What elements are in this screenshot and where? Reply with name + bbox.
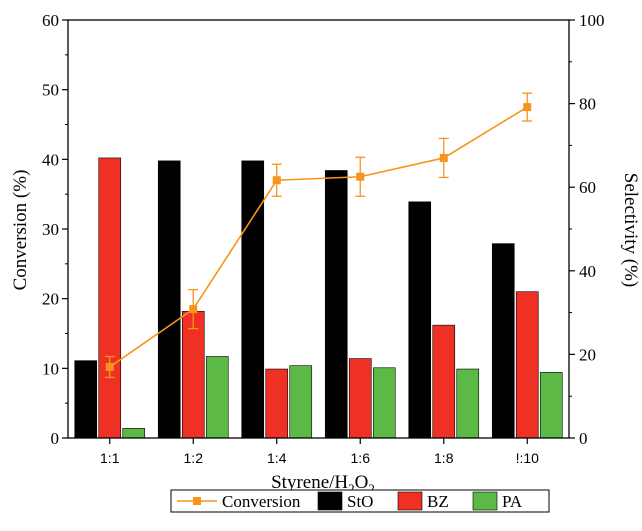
bar-pa-2	[289, 365, 313, 439]
conversion-point-4	[439, 153, 448, 162]
x-tick-label: 1:8	[434, 450, 454, 466]
bar-sto-3	[324, 170, 348, 439]
bar-bz-3	[348, 358, 372, 439]
y-right-tick-label: 60	[579, 178, 596, 197]
y-right-tick-label: 80	[579, 95, 596, 114]
x-tick-label: 1:1	[100, 450, 120, 466]
conversion-point-2	[272, 176, 281, 185]
y-right-tick-label: 0	[579, 429, 588, 448]
legend-label-conversion: Conversion	[222, 492, 301, 511]
bar-bz-4	[432, 324, 456, 439]
bar-pa-4	[456, 368, 480, 439]
bar-bz-1	[181, 311, 205, 439]
legend: Conversion StO BZ PA	[170, 489, 550, 513]
bar-bz-0	[98, 157, 122, 439]
axes-layer: 0 10 20 30 40 50 60 0 20 40 60 80 100 1:1 1:2 1:4 1:6 1:8…	[42, 11, 605, 466]
y-axis-title-right: Selectivity (%)	[620, 173, 641, 288]
y-left-tick-label: 30	[42, 220, 59, 239]
y-axis-title-left: Conversion (%)	[10, 170, 31, 291]
bar-sto-5	[491, 243, 515, 439]
y-left-tick-label: 50	[42, 81, 59, 100]
y-right-tick-label: 40	[579, 262, 596, 281]
bars-layer	[74, 157, 563, 439]
bar-pa-0	[122, 428, 146, 439]
legend-swatch-pa	[472, 491, 498, 511]
legend-box	[170, 489, 550, 513]
bar-sto-0	[74, 360, 98, 439]
conversion-point-3	[356, 172, 365, 181]
legend-marker-conversion	[193, 497, 201, 505]
legend-label-bz: BZ	[427, 492, 449, 511]
y-left-tick-label: 60	[42, 11, 59, 30]
conversion-point-0	[105, 362, 114, 371]
x-tick-label: 1:4	[267, 450, 287, 466]
y-right-tick-label: 100	[579, 11, 605, 30]
conversion-line-layer	[104, 92, 533, 379]
conversion-line	[109, 106, 528, 368]
bar-bz-5	[515, 291, 539, 439]
bar-pa-3	[372, 367, 396, 439]
y-left-tick-label: 40	[42, 150, 59, 169]
x-tick-label: 1:6	[351, 450, 371, 466]
x-axis-title: Styrene/H2O2	[271, 472, 375, 496]
x-tick-label: 1:2	[184, 450, 204, 466]
x-tick-label: !:10	[516, 450, 540, 466]
bar-sto-2	[241, 160, 265, 439]
y-left-tick-label: 20	[42, 290, 59, 309]
bar-sto-1	[157, 160, 181, 439]
legend-swatch-bz	[397, 491, 423, 511]
legend-swatch-sto	[317, 491, 343, 511]
bar-bz-2	[265, 368, 289, 439]
legend-label-sto: StO	[347, 492, 373, 511]
y-right-tick-label: 20	[579, 345, 596, 364]
conversion-point-5	[523, 103, 532, 112]
bar-sto-4	[408, 201, 432, 439]
conversion-point-1	[189, 305, 198, 314]
bar-pa-5	[539, 372, 563, 439]
y-left-tick-label: 0	[51, 429, 60, 448]
legend-label-pa: PA	[502, 492, 523, 511]
bar-pa-1	[205, 356, 229, 439]
y-left-tick-label: 10	[42, 359, 59, 378]
